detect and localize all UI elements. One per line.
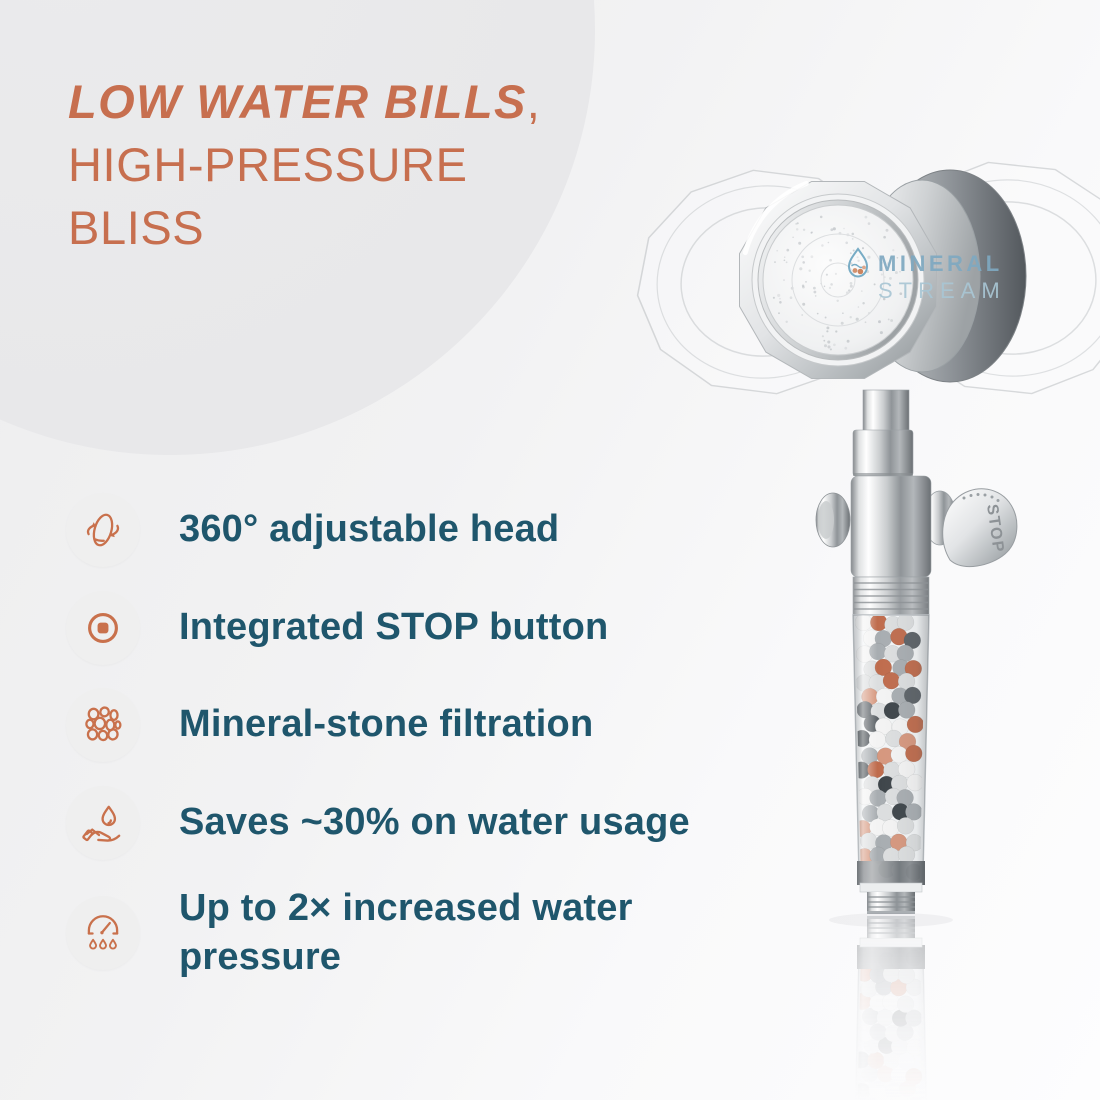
brand-logo: MINERAL STREAM	[847, 247, 1006, 303]
headline-line-3: BLISS	[68, 201, 205, 254]
brand-droplet-icon	[847, 247, 869, 278]
feature-row-stop-button: Integrated STOP button	[66, 591, 608, 665]
feature-row-mineral-filtration: Mineral-stone filtration	[66, 688, 593, 762]
headline: LOW WATER BILLS, HIGH-PRESSURE BLISS	[68, 70, 540, 259]
mineral-stones-icon	[66, 688, 140, 762]
feature-label: Up to 2× increased water pressure	[179, 887, 633, 979]
water-saving-hand-icon	[66, 786, 140, 860]
product-reflection	[853, 916, 929, 1100]
brand-line-2: STREAM	[878, 278, 1006, 303]
brand-line-1: MINERAL	[878, 251, 1003, 276]
feature-label: Saves ~30% on water usage	[179, 801, 690, 844]
feature-label: Integrated STOP button	[179, 606, 609, 649]
shower-head-face	[739, 180, 937, 379]
feature-row-water-saving: Saves ~30% on water usage	[66, 786, 690, 860]
feature-row-adjustable-head: 360° adjustable head	[66, 493, 559, 567]
product-image-shower-head: MINERAL STREAM STOP	[636, 161, 1100, 1100]
feature-label: 360° adjustable head	[179, 508, 560, 551]
thread-connector	[867, 892, 915, 914]
headline-line-2: HIGH-PRESSURE	[68, 138, 468, 191]
pressure-gauge-icon	[66, 896, 140, 971]
headline-line-1: LOW WATER BILLS,	[68, 75, 541, 128]
shower-neck	[852, 389, 914, 477]
stop-button-icon	[66, 591, 140, 665]
threaded-collar	[852, 576, 930, 616]
valve-joint	[850, 475, 932, 578]
rotate-360-icon	[66, 493, 140, 567]
mineral-chamber	[852, 614, 930, 914]
stop-button-label: STOP	[983, 503, 1007, 554]
feature-label: Mineral-stone filtration	[179, 703, 594, 746]
feature-row-pressure: Up to 2× increased water pressure	[66, 884, 754, 983]
stop-button: STOP	[942, 488, 1018, 567]
